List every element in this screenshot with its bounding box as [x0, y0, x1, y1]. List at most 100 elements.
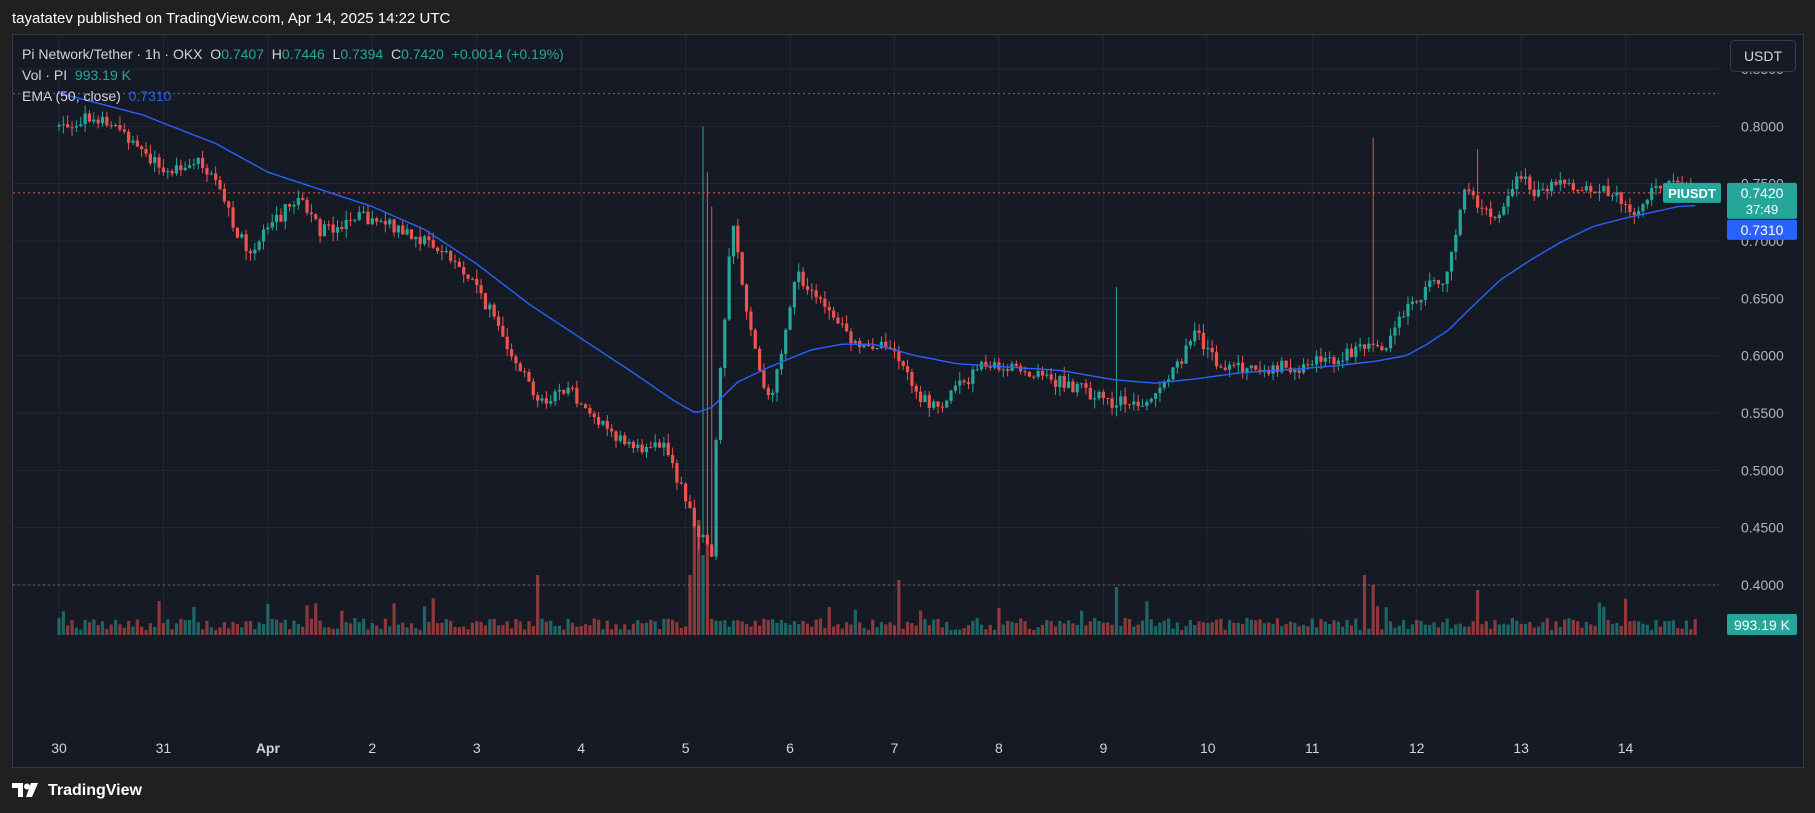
candle-body: [1153, 393, 1158, 399]
candle-body: [566, 387, 570, 394]
volume-bar: [314, 603, 318, 635]
candle-body: [496, 316, 501, 326]
legend-ema-row[interactable]: EMA (50, close) 0.7310: [22, 86, 564, 107]
volume-bar: [1563, 619, 1567, 635]
volume-bar: [1006, 620, 1010, 635]
volume-bar: [953, 629, 958, 635]
volume-bar: [1541, 622, 1545, 635]
candle-body: [827, 306, 831, 311]
volume-bar: [705, 535, 709, 635]
candle-body: [196, 157, 200, 165]
candle-body: [1275, 365, 1280, 373]
candle-body: [392, 219, 396, 233]
volume-bar: [109, 624, 113, 635]
volume-bar: [1158, 622, 1162, 635]
candle-body: [958, 380, 962, 386]
candle-body: [1262, 369, 1266, 371]
candle-body: [66, 124, 70, 128]
candle-body: [640, 444, 644, 453]
volume-bar: [388, 626, 392, 635]
candle-body: [166, 171, 170, 173]
volume-bar: [1506, 624, 1510, 635]
volume-bar: [1284, 624, 1288, 635]
volume-bar: [749, 626, 753, 635]
volume-bar: [1097, 620, 1101, 635]
candle-body: [479, 285, 483, 294]
currency-button[interactable]: USDT: [1730, 40, 1796, 72]
volume-bar: [1349, 625, 1354, 635]
volume-bar: [1223, 629, 1227, 635]
open-value: 0.7407: [221, 46, 265, 62]
volume-bar: [692, 525, 696, 635]
chart-canvas[interactable]: 0.85000.80000.75000.70000.65000.60000.55…: [13, 35, 1803, 767]
candle-body: [1053, 379, 1058, 388]
volume-bar: [1458, 623, 1462, 635]
candle-body: [305, 199, 309, 213]
volume-bar: [1145, 601, 1149, 635]
candle-body: [61, 124, 65, 126]
candle-body: [109, 125, 113, 127]
candle-body: [666, 442, 670, 455]
candle-body: [836, 317, 840, 324]
volume-bar: [697, 520, 701, 635]
candle-body: [1367, 343, 1371, 349]
volume-bar: [1510, 618, 1515, 635]
candle-body: [1476, 195, 1480, 208]
volume-bar: [627, 629, 631, 635]
volume-bar: [1476, 590, 1480, 635]
candle-body: [274, 214, 279, 223]
candle-body: [1323, 357, 1327, 362]
volume-bar: [183, 620, 187, 635]
candle-body: [1223, 367, 1227, 370]
volume-bar: [1301, 624, 1306, 635]
candle-body: [840, 323, 844, 325]
candle-body: [1062, 375, 1066, 388]
volume-bar: [1545, 618, 1549, 635]
volume-bar: [122, 627, 126, 635]
volume-bar: [845, 622, 849, 635]
candle-body: [292, 204, 296, 207]
candle-body: [649, 446, 653, 448]
candle-body: [462, 267, 466, 275]
chart-area[interactable]: 0.85000.80000.75000.70000.65000.60000.55…: [12, 34, 1804, 768]
candle-body: [231, 207, 235, 228]
volume-bar: [1345, 619, 1349, 635]
candle-body: [675, 463, 679, 483]
volume-bar: [1127, 618, 1132, 635]
volume-bar: [405, 627, 409, 635]
volume-bar: [396, 624, 401, 635]
volume-bar: [1362, 575, 1367, 635]
candle-body: [1241, 362, 1245, 373]
candle-body: [1597, 191, 1602, 193]
symbol-title[interactable]: Pi Network/Tether · 1h · OKX: [22, 46, 203, 62]
tradingview-logo[interactable]: TradingView: [12, 782, 142, 800]
volume-bar: [279, 622, 283, 635]
candle-body: [370, 218, 374, 225]
volume-bar: [1428, 624, 1432, 635]
candle-body: [831, 310, 836, 318]
volume-bar: [544, 621, 548, 635]
legend-volume-row[interactable]: Vol · PI 993.19 K: [22, 65, 564, 86]
volume-bar: [1088, 621, 1092, 635]
candle-body: [322, 224, 327, 237]
volume-bar: [1323, 621, 1327, 635]
candle-body: [1441, 283, 1445, 285]
volume-bar: [435, 623, 440, 635]
candle-body: [1658, 185, 1662, 189]
volume-bar: [1571, 619, 1575, 635]
ema-tag-value: 0.7310: [1741, 222, 1784, 238]
volume-bar: [892, 625, 897, 635]
volume-bar: [57, 618, 61, 635]
candle-body: [723, 319, 727, 368]
candle-body: [148, 153, 152, 164]
candle-body: [1436, 280, 1441, 284]
volume-bar: [1419, 620, 1423, 635]
volume-bar: [466, 629, 470, 635]
candle-body: [562, 389, 566, 394]
volume-bar: [1536, 626, 1541, 635]
volume-bar: [940, 627, 944, 635]
candle-body: [1506, 195, 1510, 207]
candle-body: [744, 284, 749, 312]
volume-bar: [1032, 629, 1036, 635]
volume-bar: [1645, 624, 1649, 635]
